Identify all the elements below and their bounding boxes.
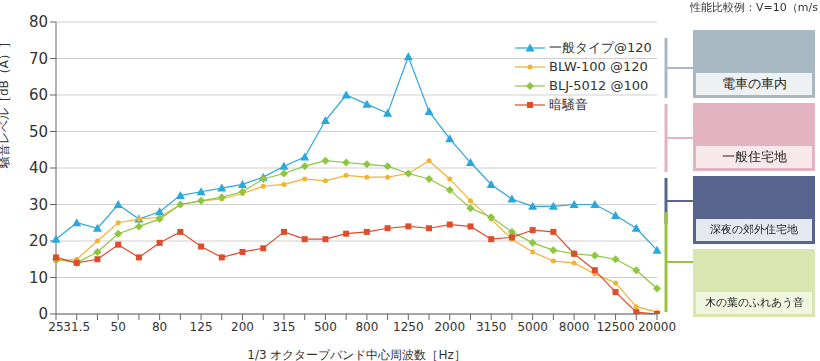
svg-text:500: 500 <box>314 320 337 334</box>
svg-text:20: 20 <box>29 232 48 250</box>
svg-text:1/3 オクターブバンド中心周波数［Hz］: 1/3 オクターブバンド中心周波数［Hz］ <box>247 348 465 361</box>
svg-text:20000: 20000 <box>638 320 676 334</box>
svg-text:5000: 5000 <box>517 320 548 334</box>
svg-text:騒音レベル［dB（A）］: 騒音レベル［dB（A）］ <box>8 36 11 169</box>
svg-text:800: 800 <box>355 320 378 334</box>
html-text:暗騒音: 暗騒音 <box>549 96 588 112</box>
html-text:BLJ-5012 @100: BLJ-5012 @100 <box>549 78 649 93</box>
svg-text:80: 80 <box>152 320 167 334</box>
html-text:一般住宅地: 一般住宅地 <box>721 149 787 164</box>
svg-text:10: 10 <box>29 269 48 287</box>
svg-text:2000: 2000 <box>434 320 465 334</box>
html-text:電車の車内: 電車の車内 <box>721 76 787 91</box>
svg-text:30: 30 <box>29 196 48 214</box>
html-text:BLW-100 @120: BLW-100 @120 <box>549 59 648 74</box>
svg-text:31.5: 31.5 <box>63 320 90 334</box>
svg-text:50: 50 <box>111 320 126 334</box>
html-text:一般タイプ@120: 一般タイプ@120 <box>549 39 652 55</box>
svg-text:315: 315 <box>273 320 296 334</box>
svg-text:8000: 8000 <box>559 320 590 334</box>
svg-text:125: 125 <box>190 320 213 334</box>
html-text:深夜の郊外住宅地: 深夜の郊外住宅地 <box>710 223 798 235</box>
html-text:木の葉のふれあう音: 木の葉のふれあう音 <box>704 296 804 308</box>
svg-text:3150: 3150 <box>476 320 507 334</box>
svg-text:60: 60 <box>29 86 48 104</box>
svg-text:25: 25 <box>48 320 63 334</box>
svg-text:50: 50 <box>29 123 48 141</box>
svg-text:12500: 12500 <box>596 320 634 334</box>
svg-text:80: 80 <box>29 13 48 31</box>
svg-text:1250: 1250 <box>393 320 424 334</box>
svg-text:200: 200 <box>231 320 254 334</box>
svg-text:70: 70 <box>29 50 48 68</box>
svg-text:0: 0 <box>38 305 48 323</box>
svg-text:40: 40 <box>29 159 48 177</box>
